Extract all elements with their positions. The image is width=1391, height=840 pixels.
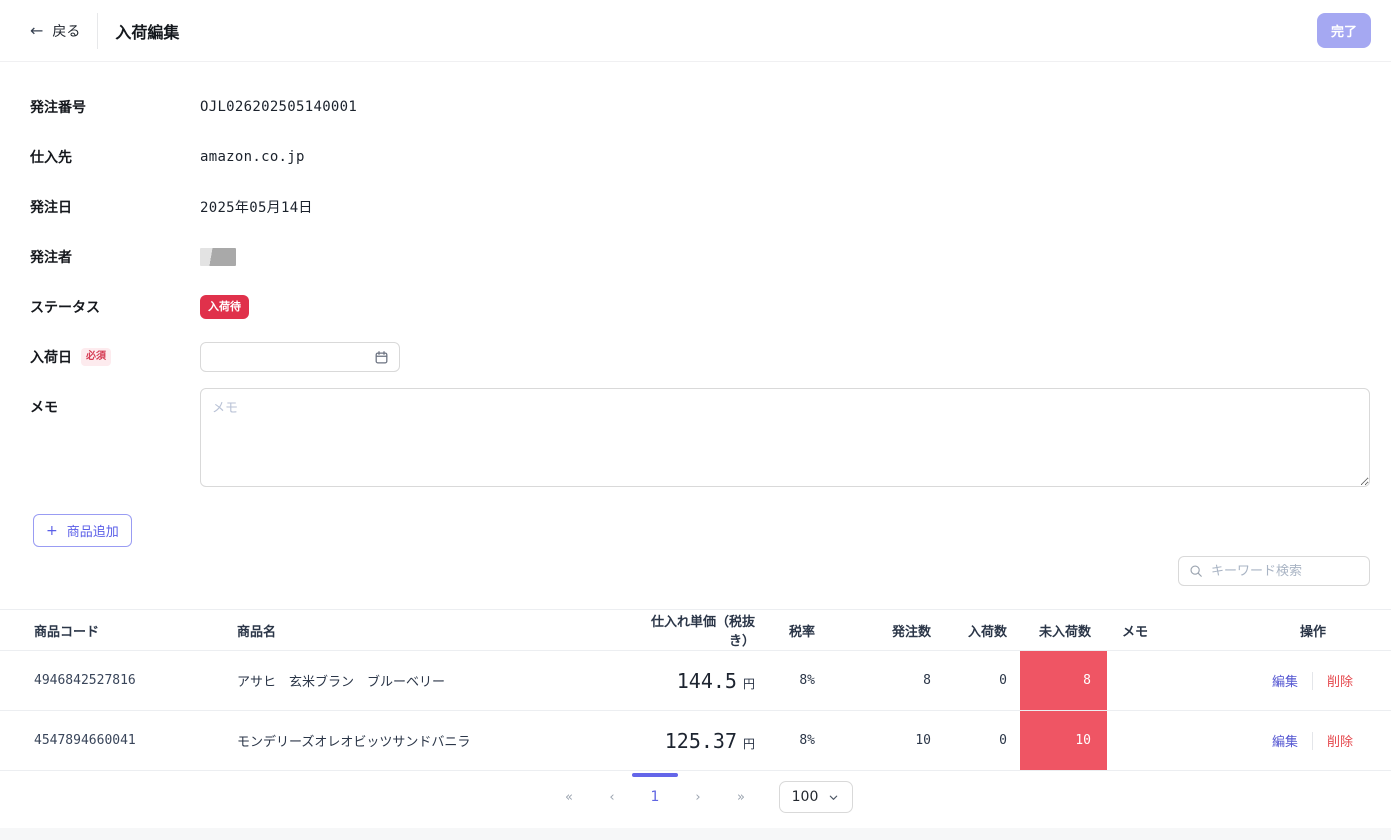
delete-link[interactable]: 削除 bbox=[1326, 735, 1353, 750]
required-badge: 必須 bbox=[81, 348, 111, 366]
form-row-order-number: 発注番号 OJL026202505140001 bbox=[30, 82, 1370, 132]
delete-link[interactable]: 削除 bbox=[1326, 675, 1353, 690]
arrival-date-input[interactable] bbox=[211, 349, 374, 365]
table-row: 4547894660041 モンデリーズオレオビッツサンドバニラ 125.37 … bbox=[0, 711, 1391, 771]
tax-rate-value: 8% bbox=[799, 733, 815, 748]
supplier-label: 仕入先 bbox=[30, 150, 72, 166]
orderer-label: 発注者 bbox=[30, 250, 72, 266]
product-name: モンデリーズオレオビッツサンドバニラ bbox=[237, 735, 471, 750]
arrival-date-input-wrap bbox=[200, 342, 400, 372]
form-row-orderer: 発注者 bbox=[30, 232, 1370, 282]
unit-price-cell: 144.5 円 bbox=[635, 669, 771, 693]
memo-label: メモ bbox=[30, 400, 58, 416]
search-row bbox=[30, 556, 1370, 586]
currency-label: 円 bbox=[742, 676, 755, 691]
horizontal-scrollbar-thumb[interactable] bbox=[632, 773, 678, 777]
header-memo: メモ bbox=[1122, 624, 1149, 640]
page-size-value: 100 bbox=[791, 789, 819, 805]
received-qty-value: 0 bbox=[999, 673, 1007, 688]
form-row-arrival-date: 入荷日 必須 bbox=[30, 332, 1370, 382]
actions-cell: 編集 削除 bbox=[1240, 731, 1370, 750]
products-table: 商品コード 商品名 仕入れ単価（税抜き） 税率 発注数 入荷数 未入荷数 メモ … bbox=[0, 609, 1391, 771]
topbar: ← 戻る 入荷編集 完了 bbox=[0, 0, 1391, 62]
order-number-label: 発注番号 bbox=[30, 100, 86, 116]
received-qty-value: 0 bbox=[999, 733, 1007, 748]
arrival-date-label: 入荷日 必須 bbox=[30, 347, 200, 367]
unit-price-value: 144.5 bbox=[676, 668, 737, 693]
header-unit-price: 仕入れ単価（税抜き） bbox=[650, 615, 755, 649]
header-product-code: 商品コード bbox=[34, 624, 100, 640]
search-input[interactable] bbox=[1211, 563, 1359, 579]
add-product-button-label: 商品追加 bbox=[66, 525, 119, 540]
arrival-date-label-text: 入荷日 bbox=[30, 350, 72, 366]
header-actions: 操作 bbox=[1299, 624, 1326, 640]
header-not-received-qty: 未入荷数 bbox=[1038, 624, 1091, 640]
back-button[interactable]: ← 戻る bbox=[30, 21, 80, 41]
form-row-supplier: 仕入先 amazon.co.jp bbox=[30, 132, 1370, 182]
topbar-divider bbox=[97, 12, 99, 49]
edit-link[interactable]: 編集 bbox=[1271, 675, 1298, 690]
page-size-select[interactable]: 100 bbox=[778, 781, 853, 813]
product-code: 4547894660041 bbox=[34, 733, 136, 748]
status-label: ステータス bbox=[30, 300, 100, 316]
edit-link[interactable]: 編集 bbox=[1271, 735, 1298, 750]
form-row-status: ステータス 入荷待 bbox=[30, 282, 1370, 332]
currency-label: 円 bbox=[742, 736, 755, 751]
header-tax-rate: 税率 bbox=[788, 624, 815, 640]
search-icon bbox=[1189, 564, 1203, 578]
ordered-qty-value: 8 bbox=[923, 673, 931, 688]
back-button-label: 戻る bbox=[52, 23, 81, 40]
tax-rate-value: 8% bbox=[799, 673, 815, 688]
not-received-qty-cell: 8 bbox=[1020, 651, 1107, 710]
ordered-qty-value: 10 bbox=[915, 733, 931, 748]
pagination: « ‹ 1 › » 100 bbox=[30, 781, 1370, 813]
supplier-value: amazon.co.jp bbox=[200, 149, 305, 165]
product-code: 4946842527816 bbox=[34, 673, 136, 688]
actions-cell: 編集 削除 bbox=[1240, 671, 1370, 690]
back-arrow-icon: ← bbox=[30, 20, 44, 40]
header-received-qty: 入荷数 bbox=[967, 624, 1007, 640]
header-product-name: 商品名 bbox=[237, 624, 277, 640]
search-box bbox=[1178, 556, 1370, 586]
plus-icon: + bbox=[46, 522, 58, 539]
memo-textarea[interactable] bbox=[200, 388, 1370, 487]
order-date-label: 発注日 bbox=[30, 200, 72, 216]
done-button[interactable]: 完了 bbox=[1316, 13, 1371, 48]
status-badge: 入荷待 bbox=[200, 295, 249, 319]
pagination-last-button[interactable]: » bbox=[720, 790, 763, 805]
form-row-memo: メモ bbox=[30, 388, 1370, 487]
pagination-first-button[interactable]: « bbox=[548, 790, 591, 805]
actions-divider bbox=[1311, 671, 1313, 690]
table-row: 4946842527816 アサヒ 玄米ブラン ブルーベリー 144.5 円 8… bbox=[0, 651, 1391, 711]
pagination-current-page[interactable]: 1 bbox=[650, 789, 660, 805]
actions-divider bbox=[1311, 731, 1313, 750]
chevron-down-icon bbox=[828, 792, 839, 803]
order-number-value: OJL026202505140001 bbox=[200, 99, 358, 115]
pagination-next-button[interactable]: › bbox=[677, 790, 720, 805]
unit-price-value: 125.37 bbox=[664, 728, 737, 753]
main-content: 発注番号 OJL026202505140001 仕入先 amazon.co.jp… bbox=[0, 62, 1391, 828]
pagination-prev-button[interactable]: ‹ bbox=[591, 790, 634, 805]
calendar-icon[interactable] bbox=[374, 350, 389, 365]
orderer-redacted-value bbox=[200, 248, 236, 266]
not-received-qty-cell: 10 bbox=[1020, 711, 1107, 770]
unit-price-cell: 125.37 円 bbox=[635, 729, 771, 753]
order-date-value: 2025年05月14日 bbox=[200, 200, 313, 216]
table-header-row: 商品コード 商品名 仕入れ単価（税抜き） 税率 発注数 入荷数 未入荷数 メモ … bbox=[0, 610, 1391, 651]
add-product-button[interactable]: + 商品追加 bbox=[33, 514, 132, 547]
form-row-order-date: 発注日 2025年05月14日 bbox=[30, 182, 1370, 232]
page-title: 入荷編集 bbox=[115, 22, 180, 42]
header-ordered-qty: 発注数 bbox=[891, 624, 931, 640]
product-name: アサヒ 玄米ブラン ブルーベリー bbox=[237, 675, 446, 690]
